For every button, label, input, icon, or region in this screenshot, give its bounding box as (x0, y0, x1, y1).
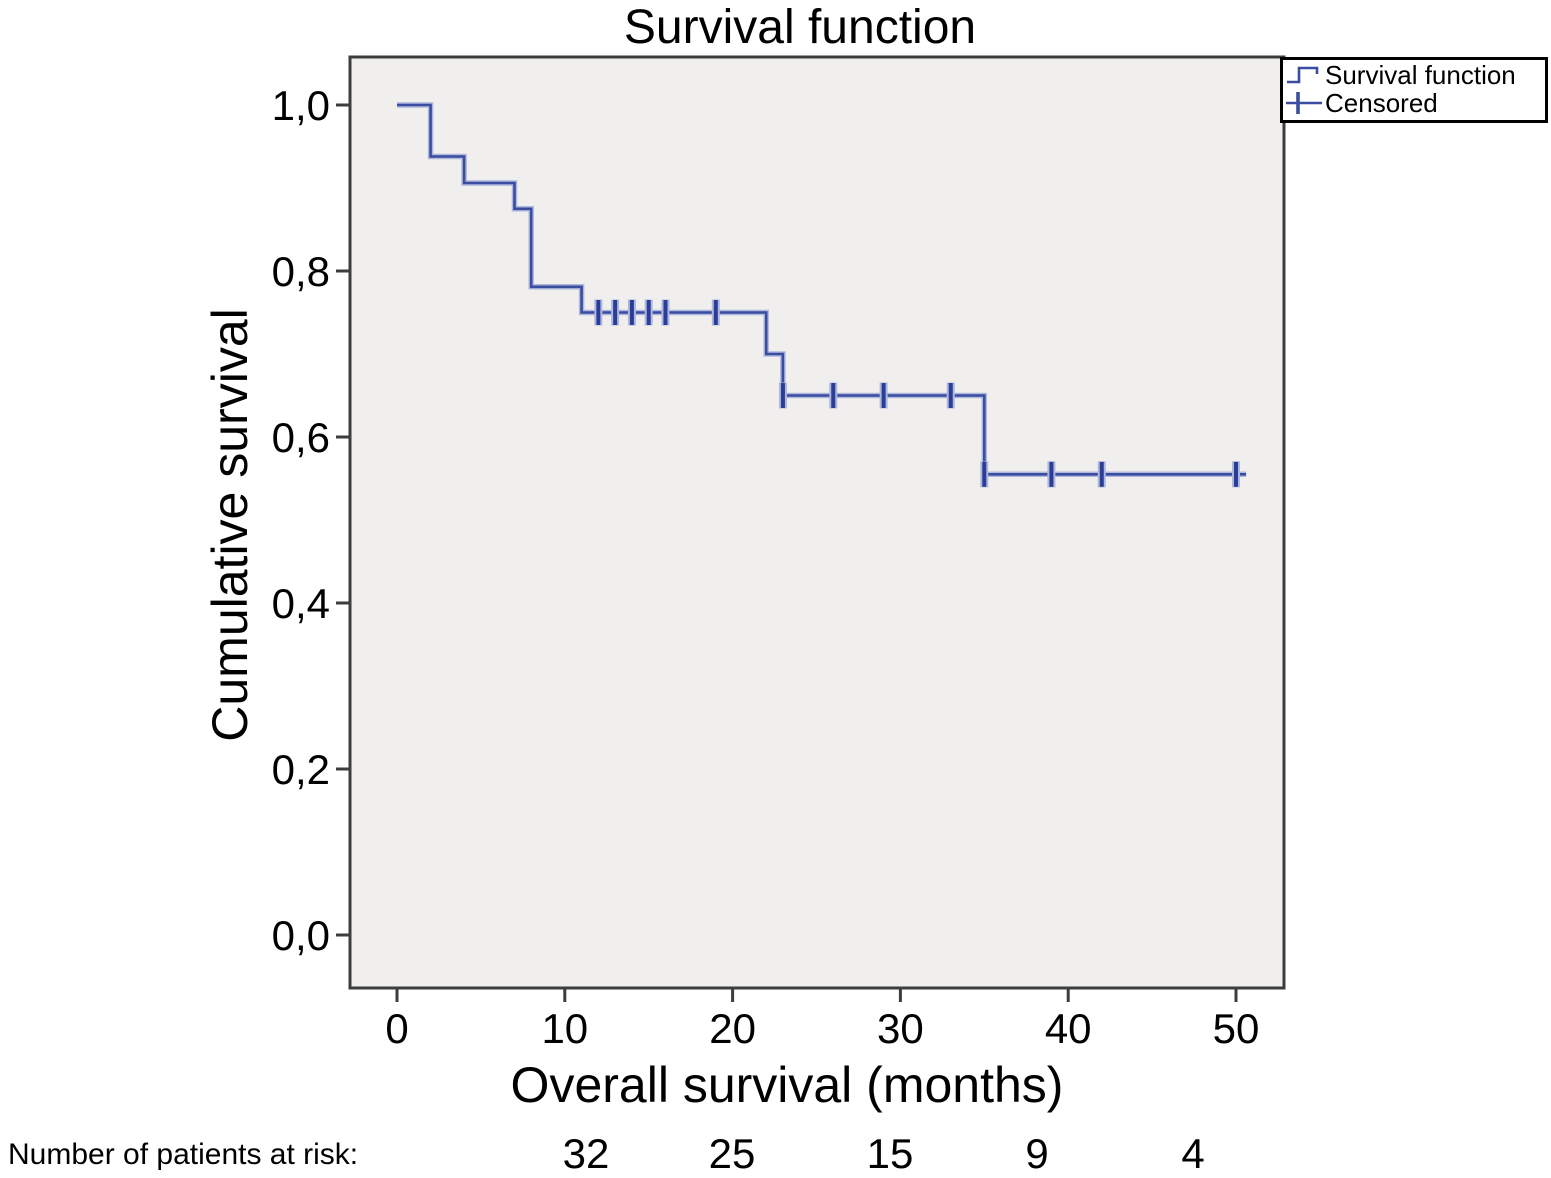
censor-cross-icon (1286, 92, 1322, 114)
plot-frame (348, 55, 1286, 990)
x-axis-title: Overall survival (months) (510, 1057, 1064, 1113)
y-tick-label: 0,0 (272, 912, 330, 959)
y-tick-label: 0,8 (272, 248, 330, 295)
y-tick-label: 0,2 (272, 746, 330, 793)
x-tick-label: 30 (877, 1005, 924, 1052)
y-axis-title: Cumulative survival (202, 308, 258, 742)
x-tick-label: 20 (709, 1005, 756, 1052)
step-line-icon (1287, 66, 1319, 84)
risk-table-label: Number of patients at risk: (8, 1138, 359, 1171)
risk-count: 9 (1025, 1130, 1048, 1177)
legend-label-censored: Censored (1325, 88, 1438, 118)
x-tick-label: 50 (1213, 1005, 1260, 1052)
risk-count: 4 (1181, 1130, 1204, 1177)
legend-box: Survival function Censored (1280, 57, 1548, 123)
survival-curve (397, 103, 1247, 476)
y-tick-label: 0,6 (272, 414, 330, 461)
y-tick-label: 0,4 (272, 580, 330, 627)
y-tick-label: 1,0 (272, 82, 330, 129)
x-tick-label: 10 (541, 1005, 588, 1052)
x-tick-label: 40 (1045, 1005, 1092, 1052)
risk-count: 25 (709, 1130, 756, 1177)
risk-count: 32 (563, 1130, 610, 1177)
risk-count: 15 (867, 1130, 914, 1177)
legend-entry-censored: Censored (1285, 89, 1541, 117)
legend-entry-survival: Survival function (1285, 61, 1541, 89)
x-tick-label: 0 (385, 1005, 408, 1052)
legend-label-survival: Survival function (1325, 60, 1516, 90)
chart-title: Survival function (623, 1, 977, 54)
